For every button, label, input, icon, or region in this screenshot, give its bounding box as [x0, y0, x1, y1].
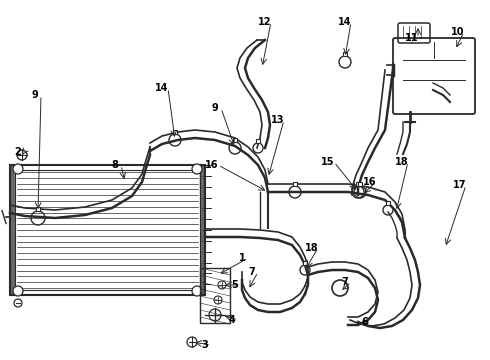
- Text: 6: 6: [362, 317, 368, 327]
- Bar: [358, 182, 362, 186]
- Bar: [356, 182, 360, 186]
- Bar: [233, 138, 237, 142]
- Text: 12: 12: [258, 17, 272, 27]
- Circle shape: [13, 286, 23, 296]
- Text: 10: 10: [451, 27, 465, 37]
- Text: 11: 11: [405, 33, 419, 43]
- Bar: [10, 165, 205, 295]
- Bar: [386, 201, 390, 205]
- Text: 16: 16: [205, 160, 219, 170]
- Text: 13: 13: [271, 115, 285, 125]
- Text: 4: 4: [229, 315, 235, 325]
- Text: 7: 7: [342, 277, 348, 287]
- Text: 5: 5: [232, 280, 238, 290]
- Circle shape: [192, 286, 202, 296]
- Bar: [173, 130, 177, 134]
- Text: 9: 9: [32, 90, 38, 100]
- Text: 1: 1: [239, 253, 245, 263]
- Circle shape: [13, 164, 23, 174]
- Text: 8: 8: [112, 160, 119, 170]
- Text: 16: 16: [363, 177, 377, 187]
- Bar: [256, 139, 260, 143]
- Bar: [303, 261, 307, 265]
- Text: 3: 3: [201, 340, 208, 350]
- Bar: [343, 52, 347, 56]
- Text: 14: 14: [155, 83, 169, 93]
- Text: 17: 17: [453, 180, 467, 190]
- Bar: [293, 182, 297, 186]
- Text: 14: 14: [338, 17, 352, 27]
- Text: 7: 7: [248, 267, 255, 277]
- Text: 9: 9: [212, 103, 219, 113]
- Circle shape: [192, 164, 202, 174]
- Bar: [36, 207, 40, 211]
- Text: 18: 18: [305, 243, 319, 253]
- Text: 2: 2: [15, 147, 22, 157]
- Bar: [15, 170, 200, 290]
- Text: 15: 15: [321, 157, 335, 167]
- Bar: [200, 268, 230, 323]
- Text: 18: 18: [395, 157, 409, 167]
